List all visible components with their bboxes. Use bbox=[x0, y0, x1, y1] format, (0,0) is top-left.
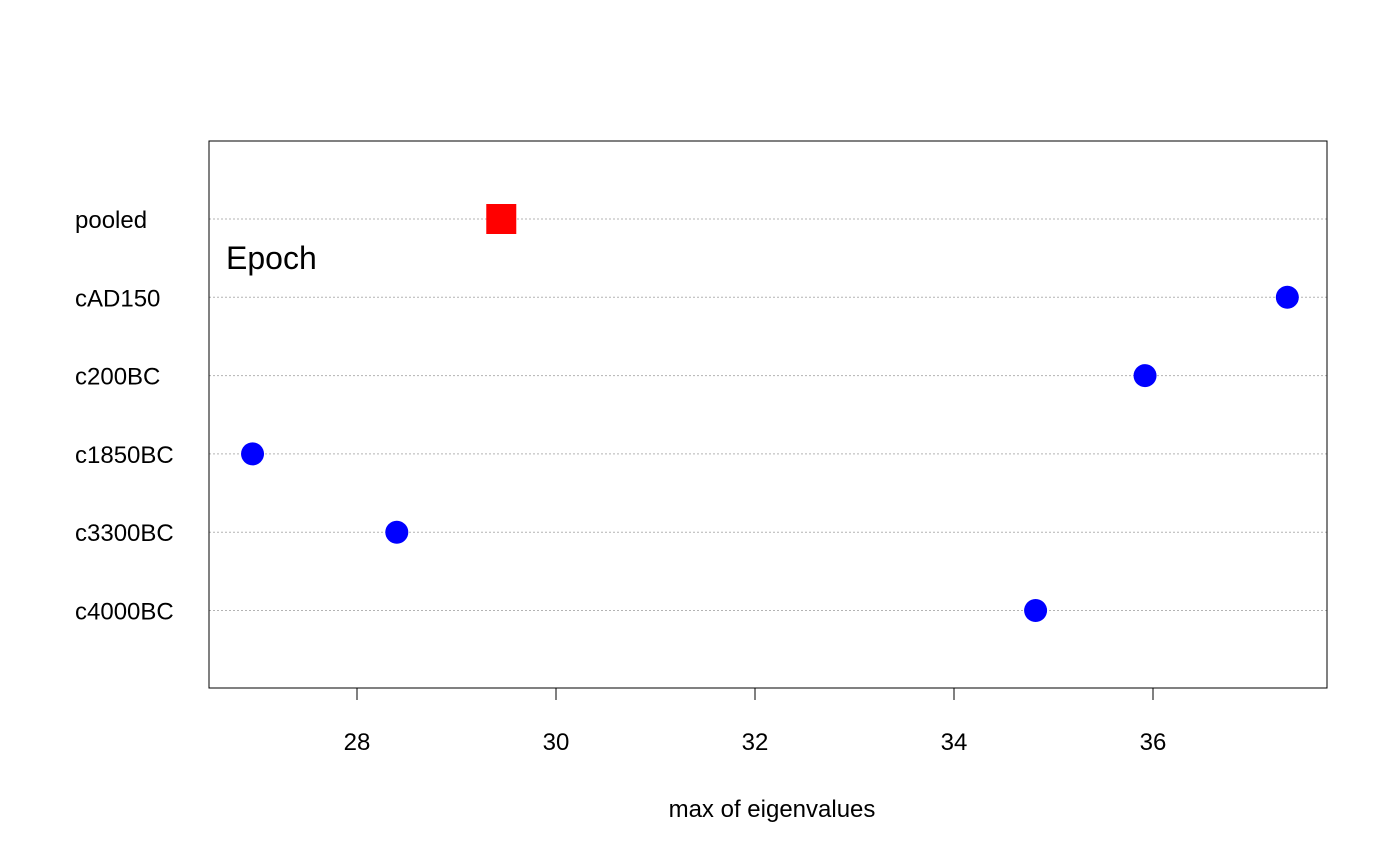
category-labels: pooled cAD150 c200BC c1850BC c3300BC c4000BC bbox=[75, 207, 174, 626]
category-label-c4000BC: c4000BC bbox=[75, 599, 174, 626]
point-c1850BC bbox=[241, 442, 265, 466]
x-tick-label-28: 28 bbox=[344, 729, 371, 756]
x-tick-label-30: 30 bbox=[543, 729, 570, 756]
grid-lines bbox=[209, 218, 1327, 611]
plot-frame bbox=[208, 140, 1328, 689]
category-label-cAD150: cAD150 bbox=[75, 285, 160, 312]
point-c200BC bbox=[1133, 364, 1157, 388]
point-c3300BC bbox=[385, 520, 409, 544]
category-label-c1850BC: c1850BC bbox=[75, 442, 174, 469]
x-tick-label-36: 36 bbox=[1140, 729, 1167, 756]
x-tick-label-34: 34 bbox=[941, 729, 968, 756]
x-tick-label-32: 32 bbox=[742, 729, 769, 756]
category-label-c3300BC: c3300BC bbox=[75, 520, 174, 547]
point-cAD150 bbox=[1275, 285, 1299, 309]
category-label-c200BC: c200BC bbox=[75, 364, 160, 391]
epoch-annotation: Epoch bbox=[226, 240, 317, 276]
data-points bbox=[241, 204, 1299, 622]
point-pooled bbox=[486, 204, 517, 234]
category-label-pooled: pooled bbox=[75, 207, 147, 234]
x-axis: 28 30 32 34 36 bbox=[344, 687, 1167, 756]
point-c4000BC bbox=[1024, 599, 1048, 622]
x-axis-title: max of eigenvalues bbox=[669, 796, 876, 823]
